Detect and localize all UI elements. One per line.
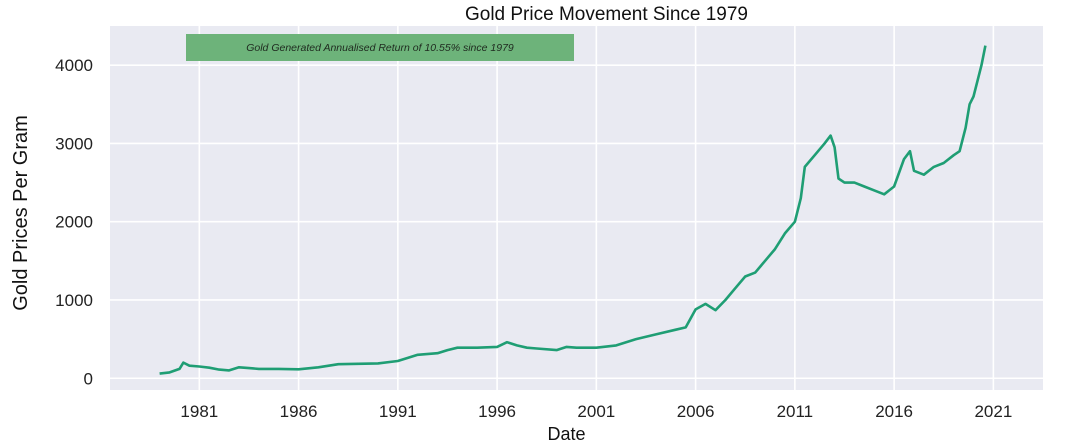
y-tick-label: 3000: [55, 134, 93, 153]
y-axis-label: Gold Prices Per Gram: [10, 115, 32, 311]
y-tick-label: 4000: [55, 56, 93, 75]
x-tick-label: 2016: [875, 402, 913, 421]
annotation-box: [186, 34, 574, 61]
x-axis-ticks: 1981 1986 1991 1996 2001 2006 2011 2016 2021: [180, 402, 1012, 421]
x-tick-label: 2001: [577, 402, 615, 421]
x-tick-label: 2011: [777, 402, 814, 421]
y-tick-label: 0: [84, 369, 93, 388]
x-axis-label: Date: [547, 424, 585, 444]
y-tick-label: 1000: [55, 291, 93, 310]
grid: [110, 26, 1043, 390]
x-tick-label: 2021: [974, 402, 1012, 421]
x-tick-label: 1996: [478, 402, 516, 421]
chart-title: Gold Price Movement Since 1979: [465, 4, 748, 25]
series-layer: [159, 45, 987, 375]
y-axis-ticks: 0 1000 2000 3000 4000: [55, 56, 93, 388]
y-tick-label: 2000: [55, 213, 93, 232]
x-tick-label: 1991: [379, 402, 417, 421]
series-line: [159, 45, 987, 375]
x-tick-label: 1981: [180, 402, 218, 421]
x-tick-label: 2006: [677, 402, 715, 421]
plot-area: [110, 26, 1043, 390]
annotation: Gold Generated Annualised Return of 10.5…: [186, 34, 574, 61]
annotation-text: Gold Generated Annualised Return of 10.5…: [246, 42, 514, 54]
x-tick-label: 1986: [280, 402, 318, 421]
